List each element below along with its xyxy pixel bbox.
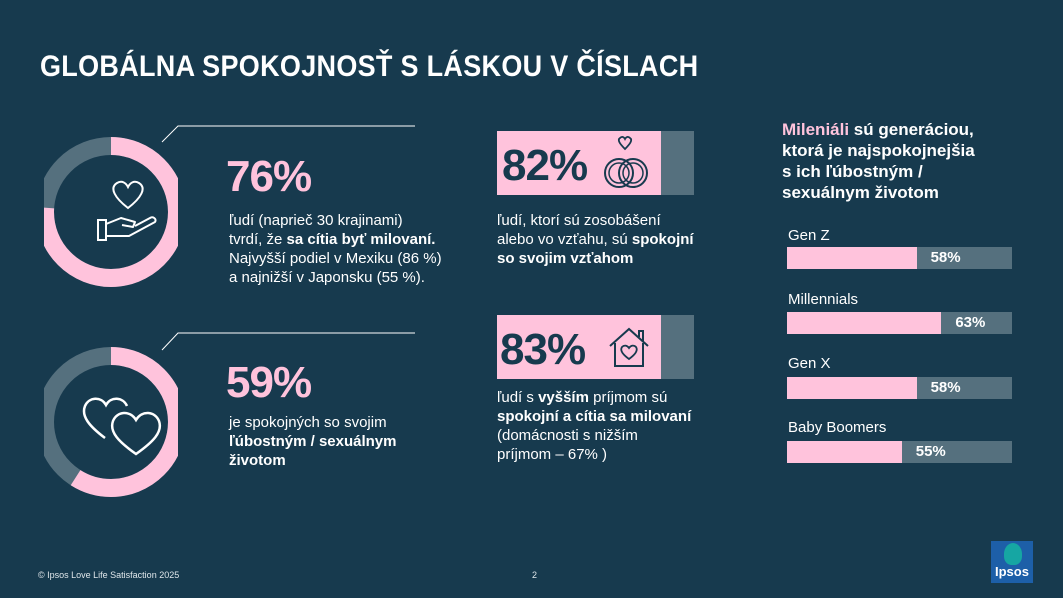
bar-millennials: 63%	[787, 312, 1012, 334]
ipsos-logo-mark	[1004, 543, 1022, 565]
stat-83-line1: ľudí s vyšším príjmom sú	[497, 388, 727, 407]
stat-82-line3: so svojim vzťahom	[497, 249, 727, 268]
bar-value-millennials: 63%	[955, 314, 986, 331]
millennials-heading-line1: Mileniáli sú generáciou,	[782, 119, 1032, 140]
millennials-heading-line2: ktorá je najspokojnejšia	[782, 141, 975, 160]
millennials-highlight: Mileniáli	[782, 120, 850, 139]
house-heart-icon	[609, 327, 649, 367]
stat-83-line1a: ľudí s	[497, 389, 539, 406]
gen-label-millennials: Millennials	[788, 291, 859, 308]
page-number: 2	[532, 570, 538, 580]
stat-82-line2: alebo vo vzťahu, sú spokojní	[497, 230, 727, 249]
footer-copyright: © Ipsos Love Life Satisfaction 2025	[38, 570, 180, 580]
stat-59-percent: 59%	[226, 358, 312, 407]
stat-83-line1b: vyšším	[538, 389, 589, 406]
bar-genx: 58%	[787, 377, 1012, 399]
ipsos-logo-text: Ipsos	[995, 564, 1029, 579]
stat-83-description: ľudí s vyšším príjmom sú spokojní a cíti…	[497, 388, 727, 464]
bar-value-boomers: 55%	[915, 443, 946, 460]
stat-76-line2b: sa cítia byť milovaní.	[286, 231, 436, 248]
gen-label-genz: Gen Z	[788, 227, 830, 244]
stat-82-line2b: spokojní	[631, 231, 694, 248]
stat-83-line2: spokojní a cítia sa milovaní	[497, 407, 727, 426]
bar-genz: 58%	[787, 247, 1012, 269]
stat-82-line3-bold: so svojim vzťahom	[497, 250, 634, 267]
two-hearts-icon	[82, 397, 162, 456]
donut-chart-76	[44, 137, 178, 287]
stat-83-box: 83%	[497, 315, 694, 379]
rings-icon	[604, 136, 648, 188]
bar-value-genz: 58%	[930, 249, 961, 266]
stat-83-line2-bold: spokojní a cítia sa milovaní	[497, 408, 692, 425]
bar-fill-boomers	[787, 441, 902, 463]
stat-76-line1: ľudí (naprieč 30 krajinami)	[229, 212, 403, 229]
millennials-heading: Mileniáli sú generáciou, ktorá je najspo…	[782, 119, 1032, 203]
millennials-heading-line3: s ich ľúbostným /	[782, 162, 923, 181]
stat-76-line2a: tvrdí, že	[229, 231, 287, 248]
stat-59-line3-bold: životom	[229, 452, 286, 469]
generation-bar-chart: Gen Z 58% Millennials 63% Gen X 58% Baby…	[787, 225, 1013, 465]
millennials-heading-line4: sexuálnym životom	[782, 183, 939, 202]
bar-fill-genz	[787, 247, 917, 269]
stat-82-percent: 82%	[502, 141, 588, 190]
gen-label-boomers: Baby Boomers	[788, 419, 887, 436]
donut-59-fill	[44, 347, 178, 497]
bar-fill-genx	[787, 377, 917, 399]
donut-76-fill	[44, 137, 178, 287]
heart-in-hand-icon	[97, 180, 157, 241]
stat-83-fill	[497, 315, 661, 379]
stat-82-box: 82%	[497, 131, 694, 195]
gen-label-genx: Gen X	[788, 355, 831, 372]
stat-76-line3: Najvyšší podiel v Mexiku (86 %)	[229, 250, 442, 267]
donut-chart-59	[44, 347, 178, 497]
stat-83-line4: príjmom – 67% )	[497, 446, 608, 463]
stat-83-line3: (domácnosti s nižším	[497, 427, 638, 444]
bar-fill-millennials	[787, 312, 942, 334]
page-title: GLOBÁLNA SPOKOJNOSŤ S LÁSKOU V ČÍSLACH	[40, 50, 699, 83]
stat-76-description: ľudí (naprieč 30 krajinami) tvrdí, že sa…	[229, 211, 479, 287]
stat-59-description: je spokojných so svojim ľúbostným / sexu…	[229, 413, 469, 470]
stat-59-line1: je spokojných so svojim	[229, 414, 387, 431]
stat-76-line2: tvrdí, že sa cítia byť milovaní.	[229, 230, 479, 249]
stat-82-line1: ľudí, ktorí sú zosobášení	[497, 212, 661, 229]
stat-82-description: ľudí, ktorí sú zosobášení alebo vo vzťah…	[497, 211, 727, 268]
stat-59-line2-bold: ľúbostným / sexuálnym	[229, 433, 397, 450]
stat-59-line2: ľúbostným / sexuálnym	[229, 432, 469, 451]
stat-76-percent: 76%	[226, 152, 312, 201]
stat-83-line1c: príjmom sú	[588, 389, 668, 406]
ipsos-logo: Ipsos	[991, 541, 1033, 583]
bar-boomers: 55%	[787, 441, 1012, 463]
stat-76-line4: a najnižší v Japonsku (55 %).	[229, 269, 425, 286]
stat-82-line2a: alebo vo vzťahu, sú	[497, 231, 632, 248]
bar-value-genx: 58%	[930, 379, 961, 396]
stat-59-line3: životom	[229, 451, 469, 470]
stat-83-percent: 83%	[500, 325, 586, 374]
millennials-heading-rest1: sú generáciou,	[849, 120, 974, 139]
